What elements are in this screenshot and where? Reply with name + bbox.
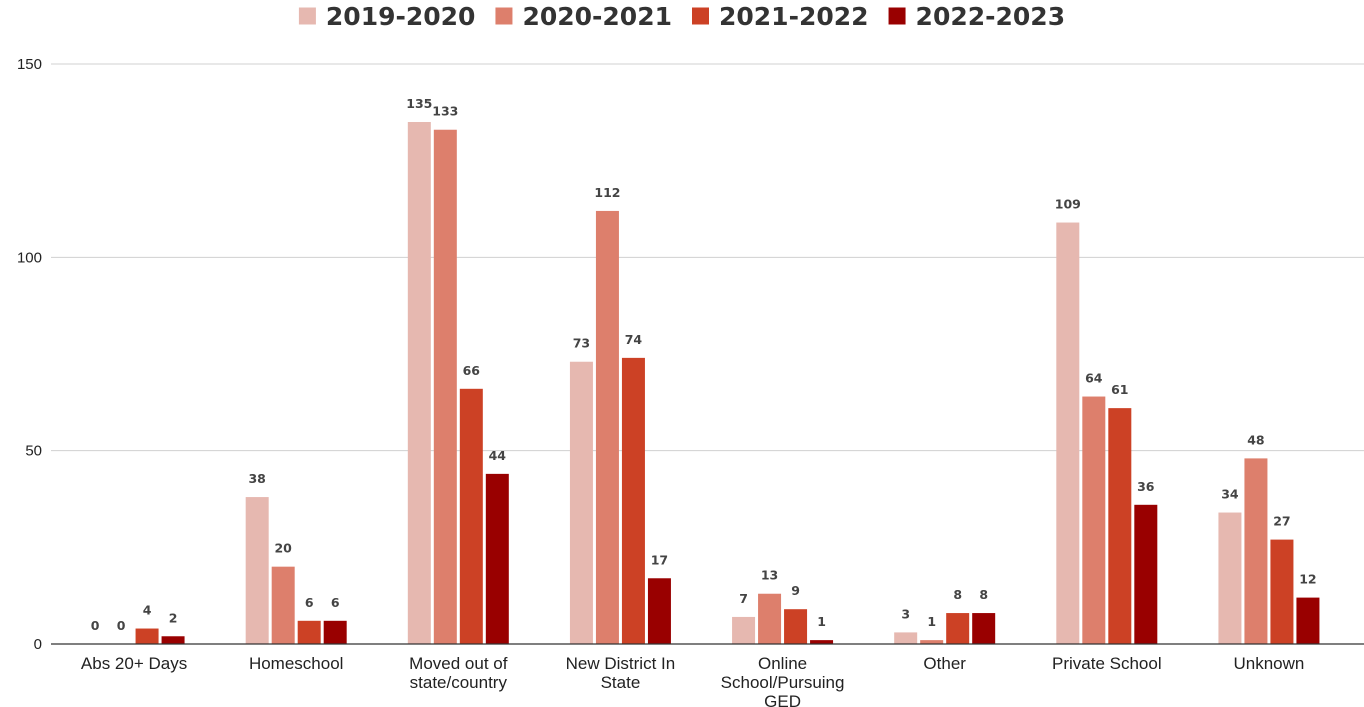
bar — [1218, 512, 1242, 644]
y-tick-label: 50 — [25, 443, 42, 460]
bar — [569, 361, 593, 644]
data-label: 0 — [117, 618, 126, 633]
bar — [647, 578, 671, 644]
data-label: 27 — [1273, 514, 1290, 529]
bar — [1296, 597, 1320, 644]
legend-label: 2021-2022 — [719, 2, 869, 31]
data-label: 34 — [1221, 487, 1239, 502]
bar — [297, 620, 321, 644]
bar — [621, 357, 645, 644]
data-label: 36 — [1137, 479, 1155, 494]
bar — [595, 210, 619, 644]
bar — [784, 609, 808, 644]
data-label: 8 — [979, 587, 988, 602]
x-tick-label: State — [601, 673, 641, 692]
legend-label: 2020-2021 — [522, 2, 672, 31]
bar — [1244, 458, 1268, 644]
x-tick-label: Other — [923, 654, 966, 673]
bar — [485, 473, 509, 644]
x-tick-label: Abs 20+ Days — [81, 654, 187, 673]
data-label: 66 — [463, 363, 481, 378]
data-label: 7 — [739, 591, 748, 606]
x-tick-label: School/Pursuing — [721, 673, 845, 692]
legend: 2019-2020 2020-2021 2021-2022 2022-2023 — [298, 2, 1066, 31]
data-label: 64 — [1085, 371, 1103, 386]
x-tick-label: New District In — [566, 654, 676, 673]
data-label: 17 — [651, 552, 668, 567]
x-tick-label: state/country — [410, 673, 508, 692]
bar — [407, 122, 431, 644]
x-tick-label: Moved out of — [409, 654, 508, 673]
bar — [245, 497, 269, 644]
data-label: 4 — [143, 603, 152, 618]
bar — [758, 593, 782, 644]
data-label: 8 — [953, 587, 962, 602]
legend-swatch — [692, 7, 709, 25]
bar — [920, 640, 944, 644]
bar — [135, 628, 159, 644]
data-label: 44 — [489, 448, 507, 463]
data-label: 12 — [1299, 572, 1316, 587]
legend-label: 2022-2023 — [916, 2, 1066, 31]
bar — [810, 640, 834, 644]
bar — [271, 566, 295, 644]
bar — [1082, 396, 1106, 644]
x-tick-label: Private School — [1052, 654, 1162, 673]
data-label: 112 — [594, 185, 620, 200]
y-tick-label: 100 — [17, 249, 42, 266]
x-tick-label: Online — [758, 654, 807, 673]
legend-swatch — [298, 7, 316, 25]
bar — [732, 616, 756, 644]
data-label: 73 — [573, 336, 590, 351]
legend-swatch — [495, 7, 513, 25]
x-tick-label: GED — [764, 692, 801, 707]
data-label: 38 — [248, 471, 265, 486]
bar — [1056, 222, 1080, 645]
y-tick-label: 0 — [34, 636, 42, 653]
bar — [1108, 408, 1132, 644]
data-label: 74 — [625, 332, 643, 347]
bar — [323, 620, 347, 644]
data-label: 6 — [305, 595, 314, 610]
legend-swatch — [888, 7, 906, 25]
data-label: 13 — [761, 568, 778, 583]
data-label: 2 — [169, 610, 178, 625]
bar — [1134, 504, 1158, 644]
bar — [972, 613, 996, 644]
y-tick-label: 150 — [17, 56, 42, 73]
data-label: 133 — [432, 104, 458, 119]
x-tick-label: Unknown — [1234, 654, 1305, 673]
data-label: 48 — [1247, 432, 1264, 447]
data-label: 135 — [406, 96, 432, 111]
bar — [459, 388, 483, 644]
data-label: 61 — [1111, 382, 1128, 397]
legend-label: 2019-2020 — [326, 2, 476, 31]
data-label: 9 — [791, 583, 800, 598]
data-label: 3 — [901, 606, 910, 621]
x-tick-label: Homeschool — [249, 654, 344, 673]
bar — [946, 613, 970, 644]
data-label: 1 — [927, 614, 936, 629]
gridlines — [51, 63, 1364, 452]
bar — [894, 632, 918, 644]
bar — [433, 129, 457, 644]
data-label: 0 — [91, 618, 100, 633]
data-label: 6 — [331, 595, 340, 610]
bar — [1270, 539, 1294, 644]
data-label: 20 — [274, 541, 292, 556]
bar — [161, 636, 185, 644]
data-label: 1 — [817, 614, 826, 629]
bars — [135, 122, 1320, 645]
data-label: 109 — [1055, 197, 1081, 212]
